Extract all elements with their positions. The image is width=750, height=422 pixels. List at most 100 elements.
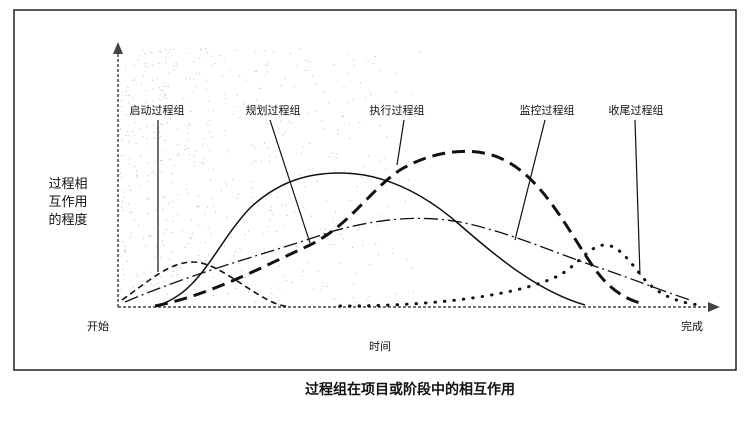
grain-dot: [282, 134, 284, 136]
grain-dot: [130, 211, 132, 213]
grain-dot: [272, 214, 274, 215]
y-axis-label-line-1: 过程相: [48, 177, 87, 192]
grain-dot: [162, 208, 164, 210]
grain-dot: [205, 259, 207, 261]
grain-dot: [266, 226, 268, 228]
grain-dot: [307, 262, 309, 264]
grain-dot: [346, 54, 348, 56]
grain-dot: [122, 154, 124, 156]
grain-dot: [220, 281, 222, 283]
grain-dot: [269, 104, 271, 106]
grain-dot: [181, 229, 183, 231]
grain-dot: [136, 176, 138, 178]
grain-dot: [362, 165, 364, 167]
grain-dot: [194, 164, 196, 166]
grain-dot: [158, 105, 160, 107]
grain-dot: [267, 71, 268, 73]
grain-dot: [128, 203, 130, 205]
grain-dot: [248, 275, 250, 277]
grain-dot: [258, 88, 260, 90]
grain-dot: [326, 285, 328, 287]
label-monitoring: 监控过程组: [520, 103, 575, 117]
grain-dot: [382, 103, 384, 105]
grain-dot: [206, 290, 208, 292]
grain-dot: [176, 274, 178, 276]
grain-dot: [371, 112, 373, 114]
grain-dot: [127, 130, 129, 132]
grain-dot: [254, 301, 256, 303]
grain-dot: [177, 144, 179, 145]
grain-dot: [293, 212, 295, 214]
grain-dot: [193, 155, 195, 157]
grain-dot: [206, 52, 208, 54]
grain-dot: [263, 247, 265, 249]
grain-dot: [395, 72, 397, 74]
grain-dot: [165, 61, 167, 63]
grain-dot: [324, 229, 326, 230]
grain-dot: [356, 186, 358, 188]
grain-dot: [159, 94, 161, 96]
grain-dot: [140, 155, 142, 157]
grain-dot: [200, 49, 202, 51]
grain-dot: [138, 55, 140, 57]
grain-dot: [154, 256, 156, 258]
grain-dot: [379, 161, 381, 162]
grain-dot: [186, 78, 188, 80]
grain-dot: [153, 137, 155, 138]
grain-dot: [164, 151, 166, 153]
grain-dot: [357, 204, 359, 206]
grain-dot: [268, 155, 270, 157]
grain-dot: [149, 235, 151, 237]
grain-dot: [374, 56, 376, 57]
grain-dot: [304, 69, 306, 71]
grain-dot: [160, 257, 162, 259]
grain-dot: [414, 166, 416, 168]
grain-dot: [193, 161, 195, 163]
grain-dot: [168, 72, 170, 74]
grain-dot: [205, 89, 207, 91]
grain-dot: [350, 218, 352, 220]
grain-dot: [209, 119, 211, 121]
grain-dot: [173, 165, 175, 167]
grain-dot: [185, 188, 187, 190]
grain-dot: [137, 59, 139, 61]
grain-dot: [270, 206, 272, 208]
grain-dot: [148, 198, 150, 200]
grain-dot: [350, 174, 351, 176]
grain-dot: [323, 127, 325, 129]
grain-dot: [147, 174, 149, 176]
grain-dot: [205, 48, 207, 49]
grain-dot: [161, 159, 163, 161]
grain-dot: [146, 213, 148, 214]
grain-dot: [123, 197, 125, 199]
grain-dot: [128, 141, 130, 143]
grain-dot: [294, 85, 296, 87]
grain-dot: [272, 303, 274, 305]
grain-dot: [162, 196, 163, 198]
grain-dot: [191, 238, 192, 240]
x-axis-end-label: 完成: [681, 319, 703, 333]
grain-dot: [167, 86, 169, 88]
grain-dot: [154, 173, 156, 175]
grain-dot: [171, 181, 173, 183]
grain-dot: [188, 138, 190, 140]
grain-dot: [235, 251, 236, 253]
grain-dot: [140, 128, 141, 130]
grain-dot: [269, 210, 271, 212]
grain-dot: [368, 295, 370, 297]
grain-dot: [238, 76, 240, 77]
grain-dot: [238, 193, 239, 195]
grain-dot: [207, 228, 209, 230]
grain-dot: [121, 106, 122, 108]
grain-dot: [135, 273, 137, 275]
x-axis-label: 时间: [369, 340, 391, 353]
curve-planning: [124, 217, 691, 303]
grain-dot: [319, 228, 321, 230]
grain-dot: [147, 67, 149, 69]
grain-dot: [255, 146, 257, 148]
grain-dot: [396, 90, 398, 92]
grain-dot: [278, 116, 280, 118]
grain-dot: [173, 66, 175, 68]
grain-dot: [332, 218, 334, 220]
grain-dot: [202, 162, 204, 164]
